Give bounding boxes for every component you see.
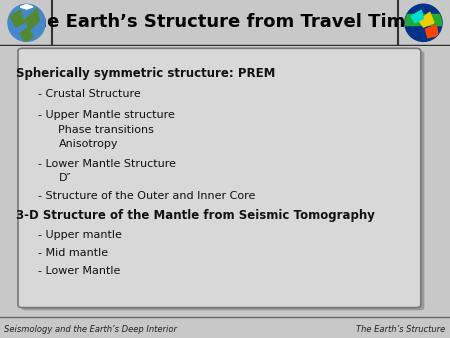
Text: - Lower Mantle Structure: - Lower Mantle Structure	[38, 159, 176, 169]
Text: - Crustal Structure: - Crustal Structure	[38, 89, 141, 99]
Text: The Earth’s Structure from Travel Times: The Earth’s Structure from Travel Times	[22, 13, 428, 31]
Text: Seismology and the Earth’s Deep Interior: Seismology and the Earth’s Deep Interior	[4, 324, 177, 334]
Text: Spherically symmetric structure: PREM: Spherically symmetric structure: PREM	[16, 67, 275, 80]
Text: - Lower Mantle: - Lower Mantle	[38, 266, 121, 276]
Text: The Earth’s Structure: The Earth’s Structure	[356, 324, 446, 334]
Text: 3-D Structure of the Mantle from Seismic Tomography: 3-D Structure of the Mantle from Seismic…	[16, 209, 374, 222]
Polygon shape	[24, 8, 39, 29]
Text: - Structure of the Outer and Inner Core: - Structure of the Outer and Inner Core	[38, 191, 256, 201]
Text: - Upper mantle: - Upper mantle	[38, 230, 122, 240]
Text: - Upper Mantle structure: - Upper Mantle structure	[38, 111, 175, 120]
Circle shape	[405, 4, 442, 41]
Text: Anisotropy: Anisotropy	[58, 139, 118, 149]
Circle shape	[8, 4, 45, 41]
Polygon shape	[405, 15, 442, 25]
Polygon shape	[20, 27, 33, 42]
Polygon shape	[426, 25, 438, 38]
FancyBboxPatch shape	[18, 48, 421, 308]
Polygon shape	[9, 10, 24, 27]
Polygon shape	[419, 12, 434, 27]
Text: Phase transitions: Phase transitions	[58, 125, 154, 135]
Polygon shape	[411, 10, 423, 23]
Polygon shape	[20, 4, 33, 9]
Text: D″: D″	[58, 173, 71, 183]
Text: - Mid mantle: - Mid mantle	[38, 248, 108, 258]
FancyBboxPatch shape	[22, 51, 424, 310]
